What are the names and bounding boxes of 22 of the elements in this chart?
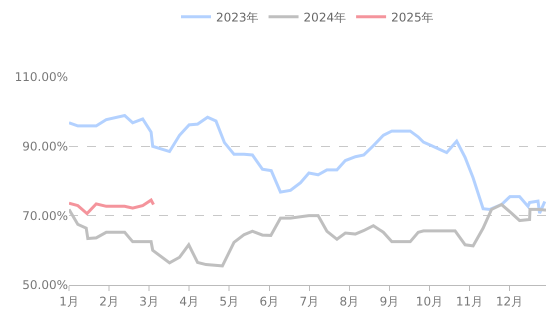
x-tick-label: 4月 xyxy=(179,294,199,308)
y-tick-label: 50.00% xyxy=(22,278,68,292)
x-tick-label: 7月 xyxy=(299,294,320,308)
y-tick-label: 90.00% xyxy=(22,140,68,154)
x-tick-label: 1月 xyxy=(59,294,79,308)
legend-label: 2023年 xyxy=(216,10,259,24)
x-tick-label: 5月 xyxy=(219,294,240,308)
line-series xyxy=(69,203,546,268)
y-tick-label: 70.00% xyxy=(22,208,68,223)
line-series xyxy=(69,114,546,215)
line-series xyxy=(69,198,156,216)
legend-label: 2025年 xyxy=(391,10,434,24)
legend-label: 2024年 xyxy=(304,10,346,24)
x-tick-label: 10月 xyxy=(416,294,444,308)
x-tick-label: 6月 xyxy=(259,294,280,308)
x-tick-label: 8月 xyxy=(340,294,360,308)
y-tick-label: 110.00% xyxy=(14,70,68,84)
x-tick-label: 2月 xyxy=(99,294,119,308)
x-tick-label: 12月 xyxy=(496,294,524,308)
x-tick-label: 3月 xyxy=(139,294,159,308)
x-tick-label: 11月 xyxy=(456,294,484,308)
x-tick-label: 9月 xyxy=(380,294,400,308)
